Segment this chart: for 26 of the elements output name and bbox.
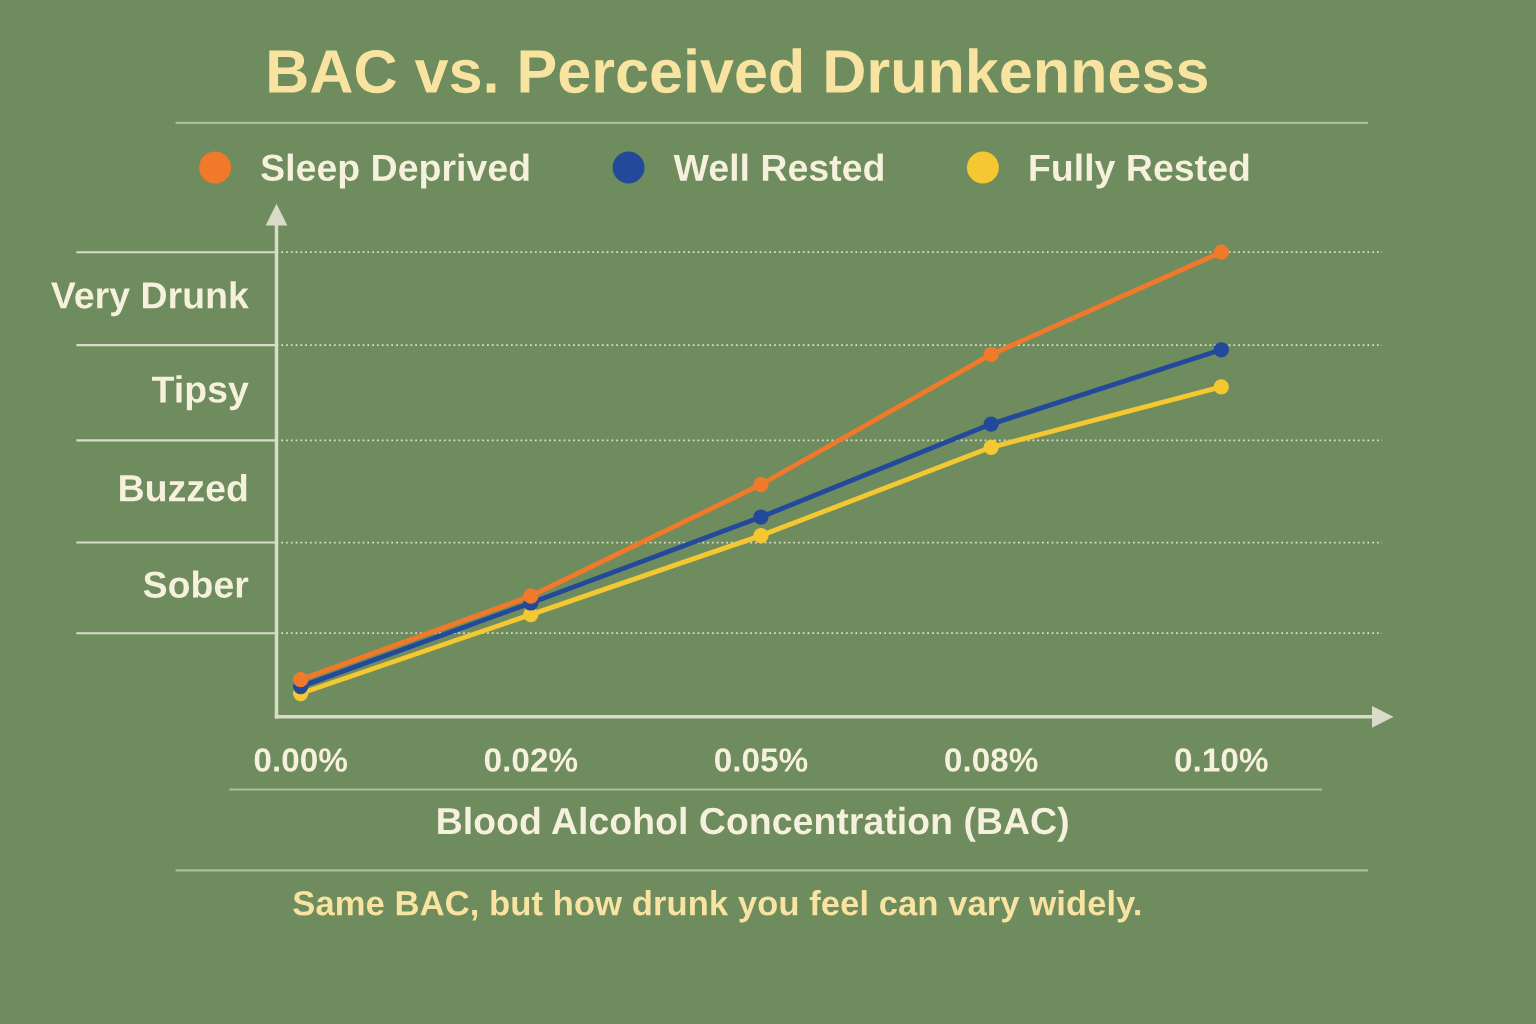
point [1213,379,1229,395]
point [753,509,769,525]
x-tick-label: 0.05% [715,748,808,772]
x-tick-label: 0.10% [1175,748,1268,772]
point [523,588,539,604]
point [1213,342,1229,358]
chart-title: BAC vs. Perceived Drunkenness [269,48,1207,94]
text: Tipsy [151,375,249,411]
x-tick-label: 0.02% [484,748,578,772]
point [293,671,309,688]
text: Buzzed [120,473,247,502]
legend-label: Well Rested [673,153,883,182]
point [1213,244,1229,260]
point [983,346,999,363]
legend-label: Fully Rested [1030,153,1249,189]
point [753,476,769,493]
x-axis-title: Blood Alcohol Concentration (BAC) [438,806,1068,842]
point [753,527,769,544]
text: Very Drunk [51,281,249,317]
text: Same BAC, but how drunk you feel can vary widely. [293,890,1141,923]
x-tick-label: 0.08% [945,748,1038,772]
x-tick-label: 0.00% [254,748,348,772]
legend-label: Sleep Deprived [261,153,529,189]
text: Sober [143,570,249,598]
point [983,416,999,432]
point [983,439,999,455]
